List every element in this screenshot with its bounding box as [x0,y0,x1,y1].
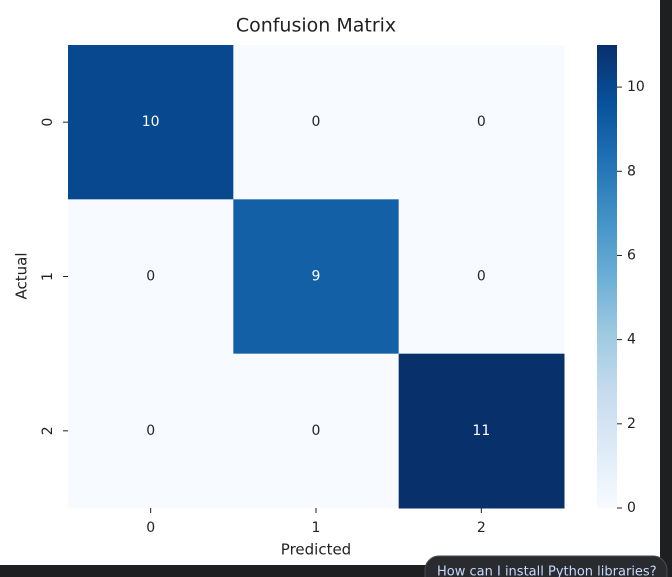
heatmap-cell [233,199,400,355]
heatmap-cell [68,45,234,200]
x-tick-label: 1 [312,520,321,536]
y-tick-label: 2 [40,426,56,435]
colorbar [597,45,617,508]
cell-annotation: 11 [472,423,490,439]
colorbar-tick-label: 8 [627,163,636,179]
y-axis-label: Actual [13,253,31,300]
x-axis-label: Predicted [281,541,351,559]
heatmap-cell [68,353,234,509]
x-tick-label: 0 [146,520,155,536]
heatmap-cell [398,353,565,509]
heatmap-cell [233,45,400,200]
cell-annotation: 10 [142,114,160,130]
cell-annotation: 9 [312,269,321,285]
cell-annotation: 0 [146,423,155,439]
suggestion-chip-text[interactable]: How can I install Python libraries? [437,565,657,577]
cell-annotation: 0 [312,423,321,439]
cell-annotation: 0 [477,269,486,285]
y-tick-label: 0 [40,118,56,127]
cell-annotation: 0 [477,114,486,130]
colorbar-tick-label: 4 [627,332,636,348]
heatmap-cell [398,45,565,200]
colorbar-tick-label: 2 [627,416,636,432]
heatmap-cell [68,199,234,355]
heatmap-cell [398,199,565,355]
chart-title: Confusion Matrix [236,15,396,37]
y-tick-label: 1 [40,272,56,281]
colorbar-tick-label: 10 [627,79,645,95]
x-tick-label: 2 [477,520,486,536]
colorbar-tick-label: 6 [627,247,636,263]
suggestion-chip[interactable] [424,555,668,577]
colorbar-tick-label: 0 [627,500,636,516]
cell-annotation: 0 [312,114,321,130]
cell-annotation: 0 [146,269,155,285]
heatmap-cell [233,353,400,509]
